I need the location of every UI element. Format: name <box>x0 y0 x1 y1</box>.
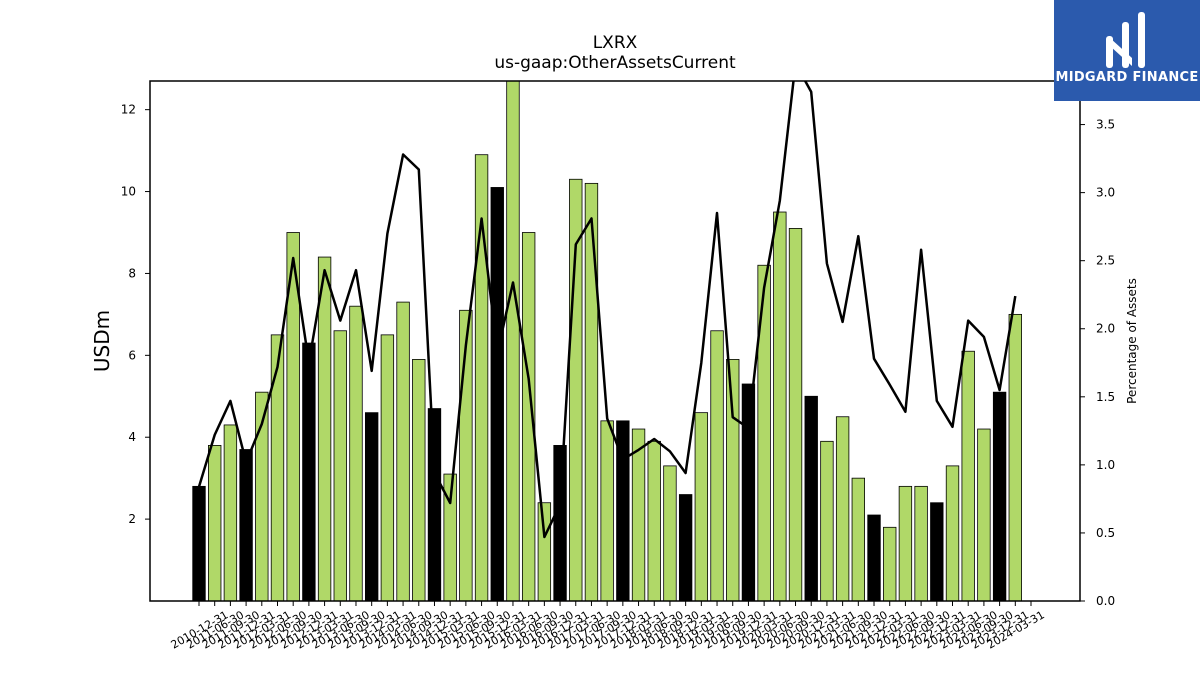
y-tick-label: 6 <box>128 348 136 362</box>
bar <box>223 424 238 601</box>
bar <box>663 465 677 601</box>
y2-axis-label: Percentage of Assets <box>1125 278 1139 404</box>
y2-tick-label: 1.5 <box>1096 390 1115 404</box>
plot-frame <box>149 80 1081 602</box>
bar <box>804 395 818 601</box>
bars-layer <box>192 81 1022 601</box>
bar <box>317 256 332 601</box>
bar <box>600 420 614 601</box>
y-axis-right: 0.0 0.5 1.0 1.5 2.0 2.5 3.0 3.5 <box>1080 118 1115 608</box>
bar <box>898 485 913 601</box>
bar <box>835 416 850 601</box>
bar <box>412 359 426 601</box>
bar <box>192 485 206 601</box>
y-axis-label: USDm <box>90 310 114 372</box>
bar <box>286 232 300 601</box>
bar <box>490 187 504 601</box>
y-tick-label: 12 <box>121 103 136 117</box>
bar <box>302 342 316 601</box>
bar <box>521 232 536 601</box>
bar <box>474 154 489 601</box>
bar <box>678 494 693 601</box>
bar <box>349 305 363 601</box>
bar <box>867 514 881 601</box>
logo-badge: MIDGARD FINANCE <box>1054 0 1200 101</box>
bar <box>914 485 928 601</box>
bar <box>396 301 410 601</box>
bar <box>741 383 756 601</box>
bar <box>883 526 897 601</box>
bar <box>694 412 709 601</box>
bar <box>820 440 834 601</box>
bar <box>726 359 740 601</box>
bar <box>961 350 975 601</box>
bar <box>553 445 567 601</box>
percentage-line <box>197 81 1017 539</box>
y2-tick-label: 0.0 <box>1096 594 1115 608</box>
bar <box>616 420 630 601</box>
chart-subtitle: us-gaap:OtherAssetsCurrent <box>494 53 736 73</box>
y-tick-label: 10 <box>121 185 136 199</box>
logo-text: MIDGARD FINANCE <box>1055 70 1198 85</box>
y-tick-label: 8 <box>128 266 136 280</box>
y2-tick-label: 2.0 <box>1096 322 1115 336</box>
bar <box>757 264 771 601</box>
bar <box>584 182 599 601</box>
x-axis: 2010-12-312011-06-302011-09-302011-12-31… <box>169 601 1047 652</box>
y-tick-label: 4 <box>128 430 136 444</box>
bar <box>851 477 865 601</box>
bar <box>647 440 661 601</box>
y2-tick-label: 0.5 <box>1096 526 1115 540</box>
y2-tick-label: 3.5 <box>1096 118 1115 132</box>
bar <box>710 330 724 601</box>
bar <box>364 412 379 601</box>
bar <box>239 449 253 601</box>
y2-tick-label: 3.0 <box>1096 186 1115 200</box>
y-axis-left: 2 4 6 8 10 12 <box>121 103 150 526</box>
bar <box>977 428 991 601</box>
bar <box>992 391 1007 601</box>
bar <box>631 428 646 601</box>
bar <box>1008 313 1022 601</box>
bar <box>208 445 222 601</box>
bar <box>945 465 960 601</box>
y2-tick-label: 2.5 <box>1096 254 1115 268</box>
chart-title: LXRX <box>593 33 638 53</box>
bar <box>788 228 803 601</box>
line-layer <box>197 81 1017 539</box>
y-tick-label: 2 <box>128 512 136 526</box>
bar <box>333 330 347 601</box>
bar <box>537 502 552 601</box>
bar <box>270 334 285 601</box>
bar <box>427 408 442 601</box>
midgard-logo-icon <box>1106 12 1145 68</box>
bar <box>380 334 395 601</box>
y2-tick-label: 1.0 <box>1096 458 1115 472</box>
bar <box>773 211 787 601</box>
bar <box>506 81 520 601</box>
bar <box>930 502 944 601</box>
